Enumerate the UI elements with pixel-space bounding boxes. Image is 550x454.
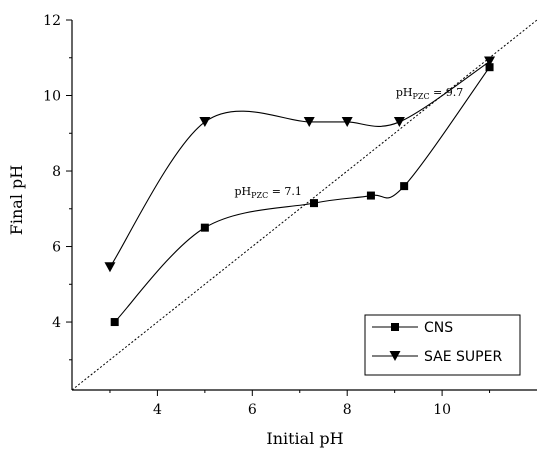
- data-point-cns: [110, 318, 119, 327]
- x-axis-title: Initial pH: [266, 429, 343, 448]
- x-tick-label: 10: [433, 402, 451, 418]
- legend: CNS SAE SUPER: [364, 314, 521, 376]
- data-point-cns: [309, 199, 318, 208]
- data-point-cns: [400, 182, 409, 191]
- y-axis-title: Final pH: [7, 165, 26, 236]
- y-tick-label: 4: [52, 315, 61, 331]
- x-ticks: 4 6 8 10: [109, 390, 491, 418]
- legend-label-sae: SAE SUPER: [424, 349, 502, 365]
- annotation-value: = 9.7: [430, 86, 464, 99]
- annotation-subscript: PZC: [413, 92, 430, 101]
- data-point-sae-super: [199, 116, 211, 127]
- x-tick-label: 8: [343, 402, 352, 418]
- data-point-cns: [485, 63, 494, 72]
- y-tick-label: 8: [52, 164, 61, 180]
- data-point-cns: [200, 223, 209, 232]
- series-line-cns: [114, 66, 490, 323]
- data-point-sae-super: [104, 262, 116, 273]
- legend-label-cns: CNS: [424, 320, 453, 336]
- x-tick-label: 6: [248, 402, 257, 418]
- series-layer: [104, 56, 496, 327]
- data-point-cns: [366, 191, 375, 200]
- x-tick-label: 4: [153, 402, 162, 418]
- y-tick-label: 10: [43, 89, 61, 105]
- legend-marker-sae: [389, 351, 401, 361]
- y-tick-label: 6: [52, 240, 61, 256]
- data-point-sae-super: [484, 56, 496, 67]
- y-ticks: 4 6 8 10 12: [43, 13, 72, 361]
- pzc-annotation: pHPZC = 7.1: [235, 185, 302, 200]
- legend-box: [364, 314, 521, 376]
- data-point-sae-super: [303, 116, 315, 127]
- annotation-prefix: pH: [396, 86, 413, 99]
- pzc-annotation: pHPZC = 9.7: [396, 86, 463, 101]
- data-point-sae-super: [393, 116, 405, 127]
- data-point-sae-super: [341, 116, 353, 127]
- y-tick-label: 12: [43, 13, 61, 29]
- annotation-value: = 7.1: [268, 185, 302, 198]
- annotation-prefix: pH: [235, 185, 252, 198]
- legend-marker-cns: [391, 323, 399, 331]
- series-line-sae-super: [109, 61, 490, 268]
- annotation-subscript: PZC: [251, 191, 268, 200]
